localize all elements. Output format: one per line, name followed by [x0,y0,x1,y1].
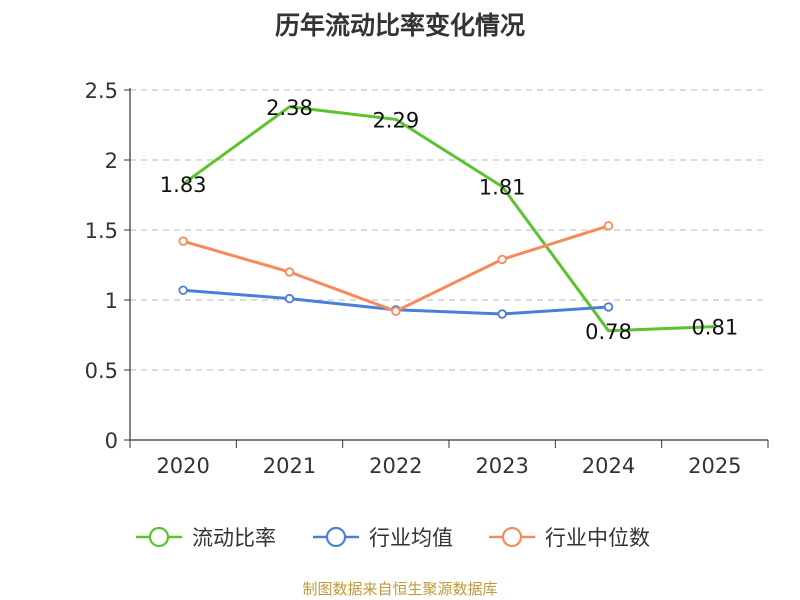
data-label: 2.38 [266,96,313,120]
data-label: 1.81 [479,176,526,200]
legend-item-2[interactable]: 行业中位数 [489,526,650,550]
legend-item-0[interactable]: 流动比率 [136,526,276,550]
data-label: 1.83 [160,173,207,197]
axes: 0 0.5 1 1.5 2 2.5 2020 2021 2022 2023 2024 2025 [85,79,769,478]
legend-swatch-marker [501,526,523,548]
data-point[interactable] [178,285,188,295]
data-label: 0.81 [691,316,738,340]
data-point[interactable] [603,221,614,231]
legend-item-1[interactable]: 行业均值 [313,526,453,550]
data-labels: 1.83 2.38 2.29 1.81 0.78 0.81 [160,96,738,344]
y-tick-label: 1 [105,289,118,313]
x-tick-label: 2022 [369,454,422,478]
data-point[interactable] [391,306,401,316]
x-tick-label: 2023 [475,454,528,478]
x-tick-label: 2021 [263,454,316,478]
data-label: 0.78 [585,320,632,344]
series-lines [178,105,715,333]
source-note: 制图数据来自恒生聚源数据库 [302,580,498,598]
legend-label: 行业均值 [369,526,453,550]
x-tick-label: 2025 [688,454,741,478]
y-tick-label: 0.5 [85,359,118,383]
y-tick-label: 0 [105,429,118,453]
series-line-2 [182,224,609,313]
y-tick-label: 2.5 [85,79,118,103]
y-tick-label: 1.5 [85,219,118,243]
y-tick-label: 2 [105,149,118,173]
data-point[interactable] [284,267,295,277]
legend-swatch-marker [325,526,347,548]
data-point[interactable] [178,236,188,246]
legend-swatch-marker [148,526,170,548]
chart-title: 历年流动比率变化情况 [274,11,525,40]
data-point[interactable] [497,309,507,319]
data-label: 2.29 [372,108,419,132]
x-tick-label: 2024 [582,454,635,478]
data-point[interactable] [284,293,295,304]
legend[interactable]: 流动比率 行业均值 行业中位数 [136,526,650,550]
data-point[interactable] [497,254,507,265]
legend-label: 行业中位数 [545,526,650,550]
data-point[interactable] [603,302,614,312]
legend-label: 流动比率 [192,526,276,550]
series-line-0 [182,105,715,333]
x-tick-label: 2020 [156,454,209,478]
grid-lines [130,89,768,371]
